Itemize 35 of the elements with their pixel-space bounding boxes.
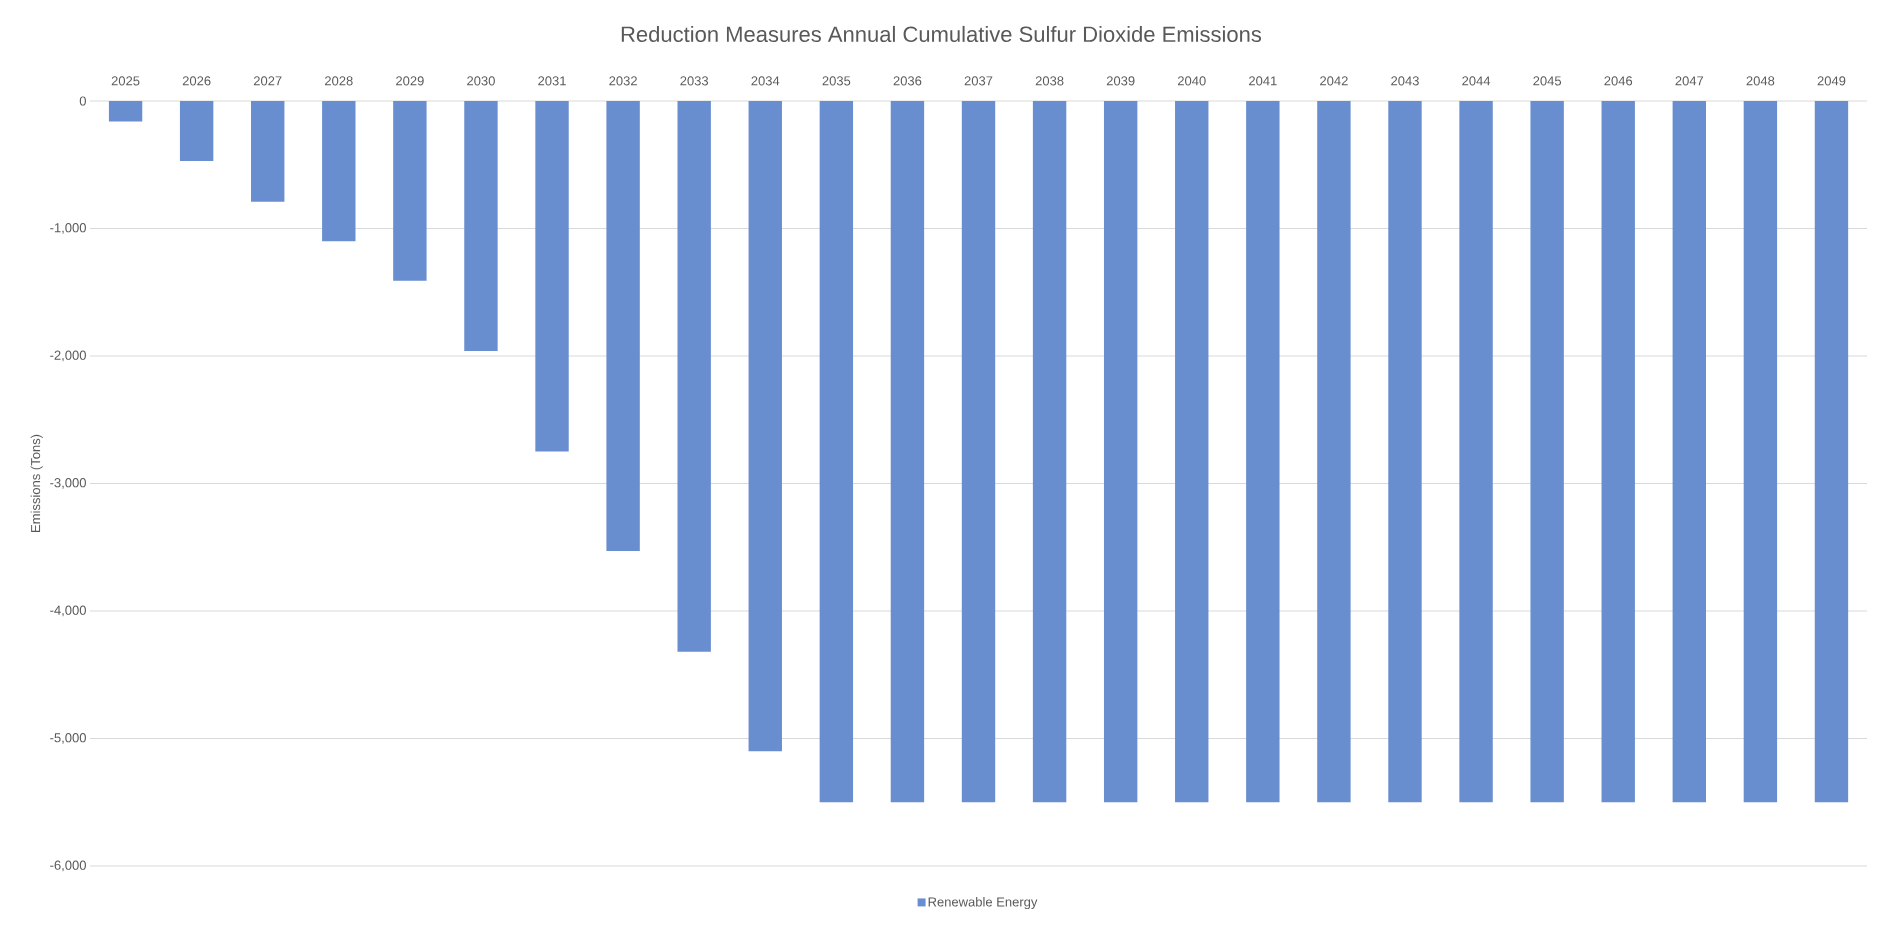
y-tick-label: -4,000 [50,605,86,617]
x-tick-label: 2044 [1462,76,1491,86]
x-tick-label: 2036 [893,76,922,86]
x-tick-label: 2027 [253,76,282,86]
y-tick-label: -5,000 [50,733,86,744]
x-tick-label: 2041 [1249,76,1277,86]
x-tick-label: 2043 [1391,76,1419,86]
x-tick-label: 2046 [1604,76,1633,86]
x-tick-label: 2039 [1106,76,1135,86]
x-tick-label: 2030 [467,76,495,86]
x-tick-label: 2049 [1817,76,1846,86]
x-tick-label: 2040 [1177,76,1206,86]
x-tick-label: 2034 [751,76,780,86]
y-tick-label: -6,000 [50,860,86,872]
y-tick-label: 0 [79,96,86,106]
legend-label: Renewable Energy [928,896,1038,910]
x-tick-label: 2042 [1320,76,1348,86]
y-tick-label: -2,000 [50,350,86,362]
x-tick-label: 2028 [324,76,353,86]
x-tick-label: 2048 [1746,76,1775,86]
x-tick-label: 2037 [964,76,993,86]
y-tick-label: -1,000 [50,223,86,234]
x-tick-label: 2031 [538,76,566,86]
y-axis-title: Emissions (Tons) [30,434,43,532]
x-tick-label: 2029 [396,76,424,86]
y-tick-label: -3,000 [50,478,86,489]
chart-title: Reduction Measures Annual Cumulative Sulfur Dioxide Emissions [621,25,1262,43]
x-tick-label: 2047 [1675,76,1704,86]
x-tick-label: 2033 [680,76,709,86]
x-tick-label: 2025 [111,76,140,86]
x-tick-label: 2026 [182,76,211,86]
x-tick-label: 2038 [1035,76,1064,86]
x-tick-label: 2032 [609,76,637,86]
x-tick-label: 2045 [1533,76,1562,86]
x-tick-label: 2035 [822,76,851,86]
